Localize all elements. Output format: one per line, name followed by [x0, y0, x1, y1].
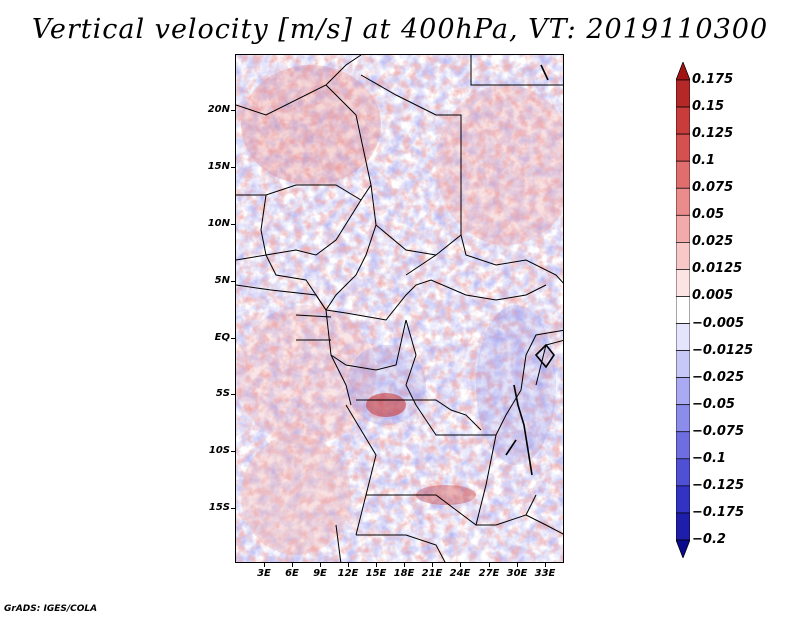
colorbar-label: −0.175	[692, 504, 745, 520]
lat-tick	[231, 508, 235, 509]
colorbar-label: 0.075	[692, 180, 734, 196]
lat-label-10s: 10S	[208, 445, 230, 456]
colorbar-label: −0.2	[692, 532, 726, 547]
lat-label-15s: 15S	[208, 502, 230, 513]
velocity-field	[236, 55, 563, 562]
colorbar-label: 0.005	[692, 288, 734, 304]
lat-tick	[231, 338, 235, 339]
lat-label-5n: 5N	[214, 275, 230, 286]
colorbar-label: 0.05	[692, 207, 725, 223]
lat-label-20n: 20N	[207, 104, 230, 115]
colorbar-segment	[676, 79, 690, 108]
colorbar-segment	[676, 485, 690, 514]
colorbar-label: 0.175	[692, 72, 734, 87]
colorbar-segment	[676, 323, 690, 351]
lon-tick	[432, 563, 433, 567]
lat-tick	[231, 167, 235, 168]
lat-label-10n: 10N	[207, 218, 230, 229]
colorbar-segment	[676, 269, 690, 297]
colorbar-segment	[676, 377, 690, 406]
colorbar-segment	[676, 296, 690, 324]
lon-tick	[292, 563, 293, 567]
lon-label-18e: 18E	[393, 568, 415, 579]
colorbar	[676, 62, 690, 558]
lon-tick	[348, 563, 349, 567]
lon-label-33e: 33E	[534, 568, 556, 579]
colorbar-segment	[676, 160, 690, 189]
lon-label-3e: 3E	[257, 568, 271, 579]
lon-tick	[404, 563, 405, 567]
lat-tick	[231, 224, 235, 225]
colorbar-label: 0.15	[692, 99, 725, 115]
lon-tick	[460, 563, 461, 567]
colorbar-label: 0.0125	[692, 261, 743, 277]
colorbar-label: −0.075	[692, 423, 745, 439]
lat-label-5s: 5S	[215, 388, 230, 399]
colorbar-segment	[676, 350, 690, 378]
lon-label-27e: 27E	[478, 568, 500, 579]
grads-credit: GrADS: IGES/COLA	[4, 604, 98, 614]
colorbar-segment	[676, 133, 690, 162]
lat-tick	[231, 281, 235, 282]
colorbar-segment	[676, 404, 690, 433]
colorbar-label: −0.125	[692, 477, 745, 493]
lon-label-9e: 9E	[313, 568, 327, 579]
lat-tick	[231, 451, 235, 452]
lon-label-21e: 21E	[421, 568, 443, 579]
velocity-map	[235, 54, 564, 563]
lon-tick	[489, 563, 490, 567]
colorbar-top-cap	[676, 62, 690, 81]
lon-tick	[376, 563, 377, 567]
lon-label-12e: 12E	[337, 568, 359, 579]
lat-label-eq: EQ	[214, 332, 230, 343]
chart-title: Vertical velocity [m/s] at 400hPa, VT: 2…	[31, 14, 769, 45]
lon-label-6e: 6E	[285, 568, 299, 579]
lon-tick	[320, 563, 321, 567]
lat-tick	[231, 394, 235, 395]
lon-label-15e: 15E	[365, 568, 387, 579]
lat-tick	[231, 110, 235, 111]
lon-label-24e: 24E	[449, 568, 471, 579]
lon-tick	[545, 563, 546, 567]
colorbar-label: 0.125	[692, 126, 734, 142]
colorbar-segment	[676, 458, 690, 487]
colorbar-label: −0.0125	[692, 342, 754, 358]
lon-tick	[264, 563, 265, 567]
lon-label-30e: 30E	[506, 568, 528, 579]
colorbar-label: −0.025	[692, 369, 745, 385]
colorbar-label: −0.1	[692, 450, 726, 466]
colorbar-segment	[676, 512, 690, 541]
lat-label-15n: 15N	[207, 161, 230, 172]
colorbar-segment	[676, 431, 690, 460]
colorbar-bottom-cap	[676, 539, 690, 558]
colorbar-segment	[676, 187, 690, 216]
colorbar-label: −0.05	[692, 396, 735, 412]
colorbar-segment	[676, 214, 690, 243]
colorbar-label: −0.005	[692, 315, 745, 331]
colorbar-label: 0.1	[692, 153, 716, 169]
lon-tick	[517, 563, 518, 567]
colorbar-segment	[676, 106, 690, 135]
colorbar-label: 0.025	[692, 234, 734, 250]
colorbar-segment	[676, 242, 690, 270]
